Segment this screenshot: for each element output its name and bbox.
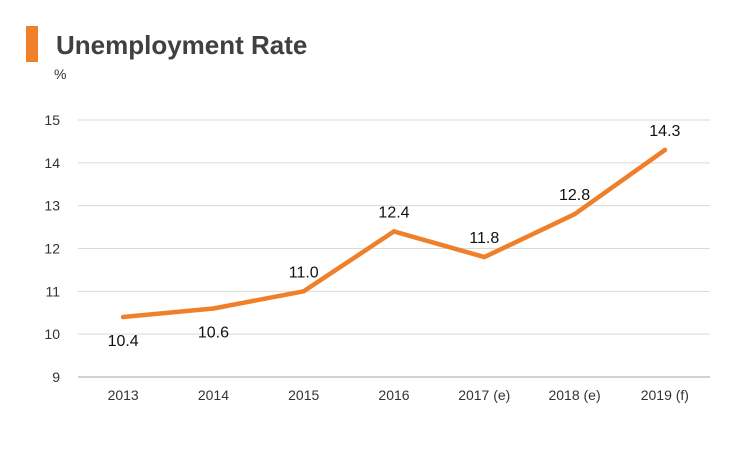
x-tick-label: 2015 — [288, 387, 319, 403]
y-tick-label: 14 — [44, 155, 60, 171]
y-tick-label: 12 — [44, 241, 60, 257]
data-label: 12.4 — [378, 204, 409, 221]
data-label: 11.8 — [469, 230, 499, 247]
y-unit-label: % — [54, 66, 66, 82]
y-tick-label: 15 — [44, 112, 60, 128]
data-label: 14.3 — [649, 123, 680, 140]
y-tick-label: 11 — [45, 283, 60, 299]
x-tick-label: 2019 (f) — [641, 387, 689, 403]
data-label: 12.8 — [559, 187, 590, 204]
y-tick-label: 13 — [44, 198, 60, 214]
y-tick-label: 9 — [52, 369, 60, 385]
x-tick-label: 2016 — [378, 387, 409, 403]
x-tick-label: 2018 (e) — [548, 387, 600, 403]
x-tick-labels: 2013 2014 2015 2016 2017 (e) 2018 (e) 2019 (f) — [108, 387, 689, 403]
title-accent-bar — [26, 26, 38, 62]
data-labels: 10.4 10.6 11.0 12.4 11.8 12.8 14.3 — [108, 123, 681, 350]
data-label: 11.0 — [289, 264, 319, 281]
series-line-group — [120, 147, 668, 320]
data-point — [301, 289, 306, 294]
y-tick-label: 10 — [44, 326, 60, 342]
x-tick-label: 2014 — [198, 387, 229, 403]
data-point — [572, 212, 577, 217]
data-point — [211, 306, 216, 311]
data-point — [482, 254, 487, 260]
x-tick-label: 2017 (e) — [458, 387, 510, 403]
gridlines — [78, 119, 710, 335]
x-tick-label: 2013 — [108, 387, 139, 403]
data-label: 10.6 — [198, 324, 229, 341]
data-point — [662, 147, 668, 153]
data-label: 10.4 — [108, 333, 139, 350]
y-tick-labels: 9 10 11 12 13 14 15 — [44, 112, 60, 385]
data-point — [391, 229, 397, 234]
data-point — [120, 314, 126, 320]
chart-title: Unemployment Rate — [56, 30, 308, 60]
